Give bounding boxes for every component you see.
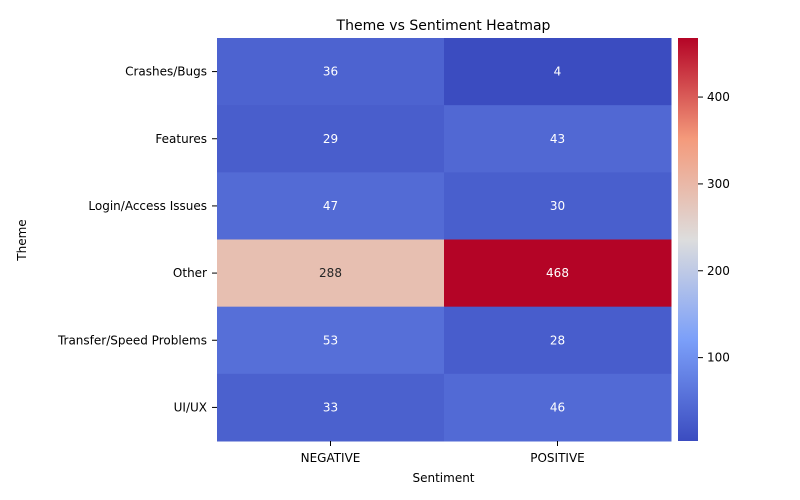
heatmap-cell-value: 43 bbox=[550, 132, 565, 146]
heatmap-cell-value: 28 bbox=[550, 333, 565, 347]
colorbar-tick-label: 300 bbox=[707, 177, 730, 191]
heatmap-cell bbox=[444, 306, 672, 375]
heatmap-cell-value: 4 bbox=[554, 65, 562, 79]
colorbar-tick-label: 400 bbox=[707, 90, 730, 104]
y-tick-label: Other bbox=[173, 266, 207, 280]
heatmap-cell-value: 53 bbox=[323, 333, 338, 347]
heatmap-cell bbox=[444, 239, 672, 308]
heatmap-cell bbox=[217, 172, 445, 240]
heatmap-cell bbox=[444, 172, 672, 240]
heatmap-cell bbox=[217, 38, 445, 106]
colorbar: 100 200 300 400 bbox=[678, 38, 730, 441]
heatmap-cell-value: 29 bbox=[323, 132, 338, 146]
colorbar-gradient bbox=[678, 38, 698, 441]
heatmap-cell-value: 47 bbox=[323, 199, 338, 213]
heatmap-cell bbox=[217, 239, 445, 308]
heatmap-cell bbox=[444, 373, 672, 442]
colorbar-tick-label: 200 bbox=[707, 264, 730, 278]
x-tick-label: POSITIVE bbox=[530, 451, 585, 465]
y-tick-label: Login/Access Issues bbox=[88, 199, 207, 213]
heatmap-cell bbox=[444, 105, 672, 173]
heatmap-cell bbox=[217, 373, 445, 442]
heatmap-cell-value: 46 bbox=[550, 400, 565, 414]
heatmap-cell-value: 36 bbox=[323, 65, 338, 79]
x-axis-label: Sentiment bbox=[412, 471, 474, 485]
chart-title: Theme vs Sentiment Heatmap bbox=[336, 18, 551, 34]
y-tick-label: Features bbox=[155, 132, 207, 146]
heatmap-cell bbox=[444, 38, 672, 106]
heatmap-cell-value: 288 bbox=[319, 266, 342, 280]
y-tick-label: Crashes/Bugs bbox=[125, 65, 207, 79]
y-tick-label: UI/UX bbox=[174, 400, 207, 414]
y-axis-label: Theme bbox=[15, 219, 29, 261]
colorbar-tick-label: 100 bbox=[707, 351, 730, 365]
y-axis: Crashes/Bugs Features Login/Access Issues O… bbox=[57, 65, 217, 414]
heatmap-cell bbox=[217, 306, 445, 375]
heatmap-annotations: 36 4 29 43 47 30 288 468 53 28 33 46 bbox=[319, 65, 569, 415]
heatmap-cells bbox=[217, 38, 672, 442]
heatmap-cell bbox=[217, 105, 445, 173]
y-tick-label: Transfer/Speed Problems bbox=[57, 333, 207, 347]
x-axis: NEGATIVE POSITIVE bbox=[301, 441, 585, 465]
heatmap-cell-value: 468 bbox=[546, 266, 569, 280]
heatmap-cell-value: 30 bbox=[550, 199, 565, 213]
x-tick-label: NEGATIVE bbox=[301, 451, 361, 465]
heatmap-cell-value: 33 bbox=[323, 400, 338, 414]
